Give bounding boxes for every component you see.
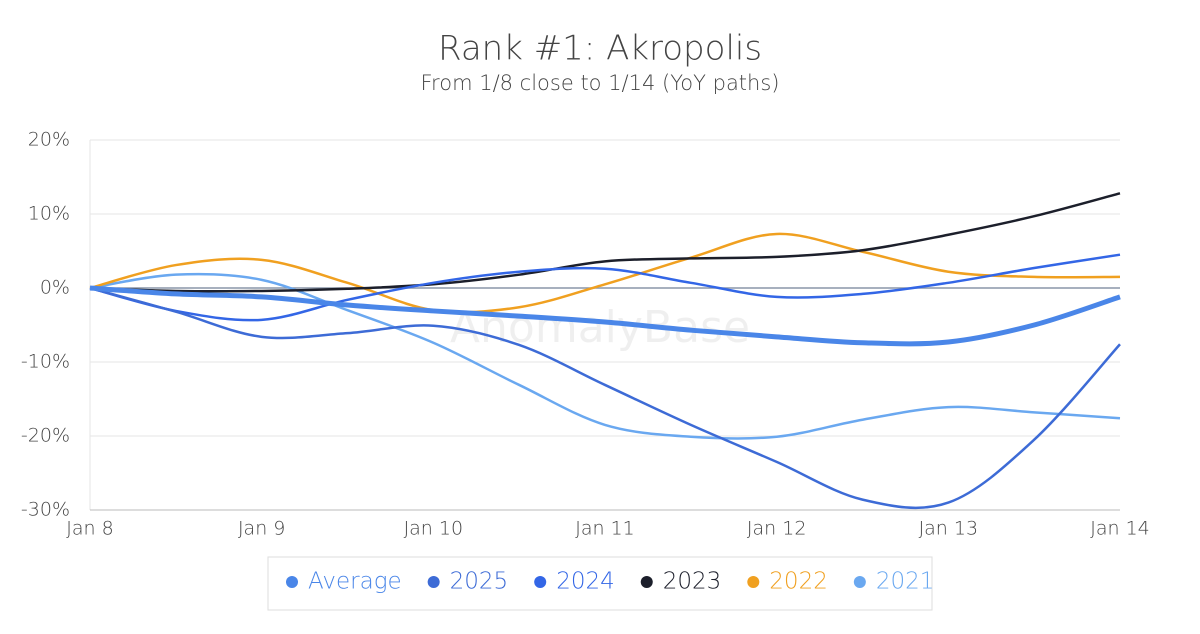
legend-marker (640, 576, 653, 588)
legend-marker (427, 576, 440, 588)
chart-title: Rank #1: Akropolis (438, 29, 762, 69)
line-series (89, 286, 1121, 510)
legend-marker (853, 576, 866, 588)
line-series (89, 253, 1121, 322)
line-series (89, 285, 1121, 347)
x-tick-label: Jan 14 (1090, 518, 1150, 540)
legend-marker (534, 576, 547, 588)
y-tick-label: -10% (21, 351, 70, 373)
y-tick-label: -20% (21, 425, 70, 447)
legend-label: 2023 (663, 569, 722, 595)
chart-subtitle: From 1/8 close to 1/14 (YoY paths) (421, 71, 780, 95)
x-tick-label: Jan 9 (238, 518, 285, 540)
legend-label: 2022 (769, 569, 828, 595)
x-tick-label: Jan 12 (747, 518, 807, 540)
y-tick-label: -30% (21, 499, 70, 521)
line-series (89, 272, 1121, 440)
y-tick-label: 10% (28, 203, 70, 225)
legend-label: 2024 (556, 569, 615, 595)
line-series (89, 192, 1121, 293)
x-tick-label: Jan 10 (404, 518, 464, 540)
legend-label: 2025 (450, 569, 509, 595)
y-tick-label: 20% (28, 129, 70, 151)
legend-box (267, 556, 933, 611)
legend-marker (286, 576, 298, 588)
legend-label: 2021 (876, 569, 935, 595)
x-tick-label: Jan 13 (919, 518, 979, 540)
line-series (89, 232, 1121, 314)
x-tick-label: Jan 11 (575, 518, 635, 540)
y-tick-label: 0% (40, 277, 70, 299)
legend-label: Average (308, 569, 402, 595)
x-tick-label: Jan 8 (66, 518, 113, 540)
legend-marker (747, 576, 760, 588)
